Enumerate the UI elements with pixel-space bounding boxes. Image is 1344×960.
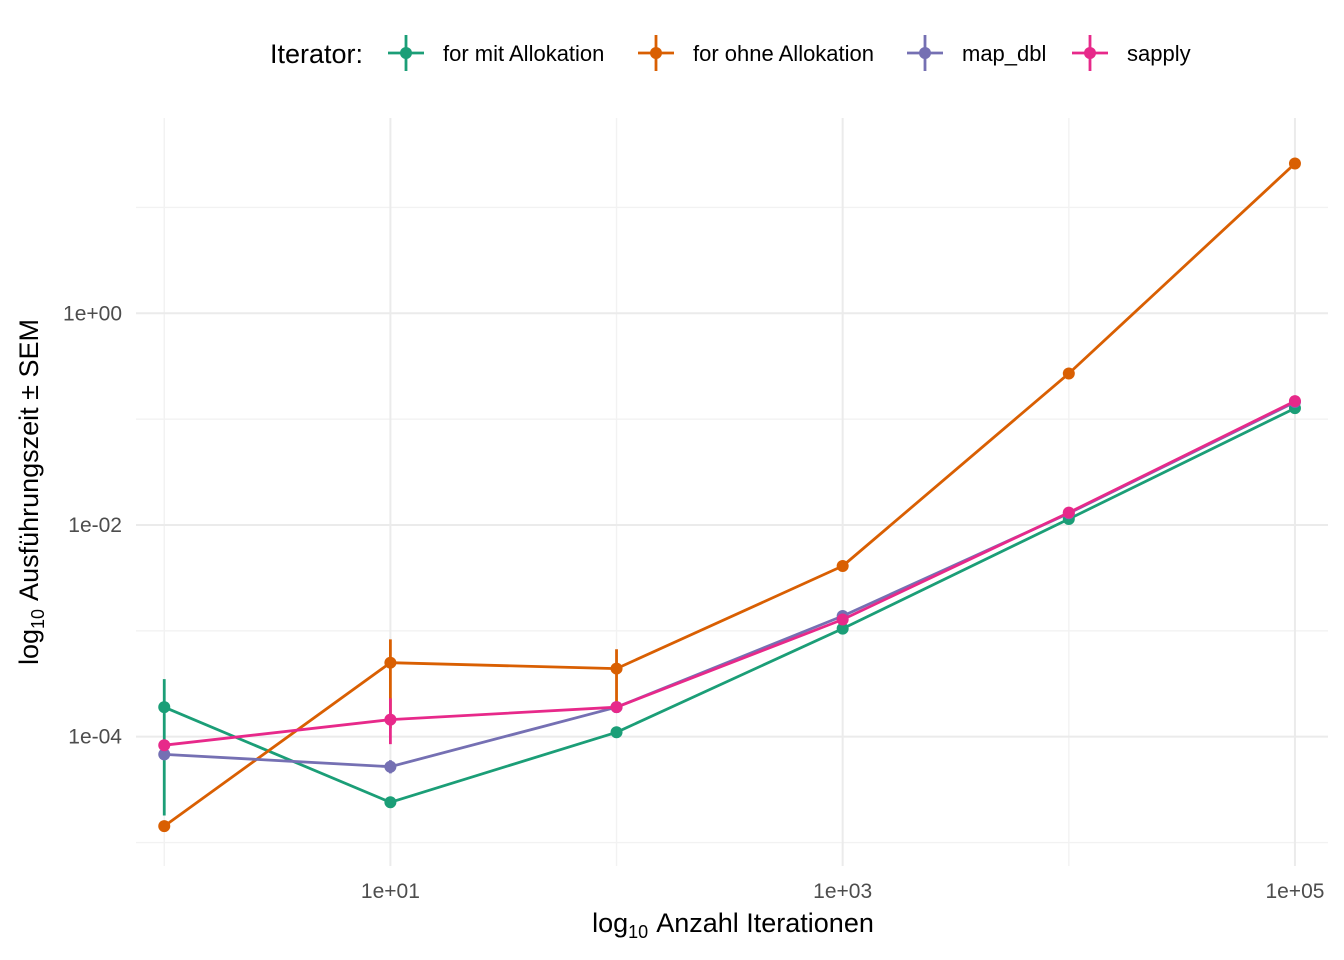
- series-map-dbl: [158, 396, 1301, 774]
- x-tick-label: 1e+01: [361, 880, 420, 903]
- series-line: [164, 399, 1296, 747]
- y-axis-title: log10Ausführungszeit ± SEM: [14, 319, 48, 665]
- x-tick-label: 1e+03: [813, 880, 872, 903]
- y-tick-label: 1e+00: [63, 302, 122, 325]
- data-point: [158, 820, 171, 833]
- series-sapply: [158, 395, 1301, 752]
- legend-item-for-ohne-allokation: for ohne Allokation: [638, 35, 874, 71]
- data-point: [836, 622, 849, 635]
- data-point: [610, 726, 623, 739]
- data-point: [158, 739, 171, 752]
- data-point: [1288, 157, 1301, 170]
- grid: [136, 118, 1328, 866]
- data-point: [158, 748, 171, 761]
- legend-item-for-mit-allokation: for mit Allokation: [388, 35, 604, 71]
- x-axis-title: log10 Anzahl Iterationen: [592, 908, 874, 942]
- data-point: [836, 613, 849, 626]
- y-tick-label: 1e-04: [68, 726, 122, 749]
- legend-key-point: [1084, 47, 1096, 59]
- series-for-ohne-allokation: [158, 157, 1301, 833]
- y-tick-label: 1e-02: [68, 514, 122, 537]
- series-line: [163, 162, 1296, 828]
- x-tick-label: 1e+05: [1265, 880, 1324, 903]
- legend-label: for ohne Allokation: [693, 41, 874, 66]
- legend: Iterator: for mit Allokation for ohne Allo…: [270, 35, 1191, 71]
- legend-label: for mit Allokation: [443, 41, 604, 66]
- legend-key-point: [650, 47, 662, 59]
- series-line: [163, 406, 1296, 804]
- tick-labels: 1e-04 1e-02 1e+00 1e+01 1e+03 1e+05: [63, 302, 1324, 903]
- data-point: [384, 713, 397, 726]
- legend-title: Iterator:: [270, 39, 363, 69]
- data-point: [610, 701, 623, 714]
- legend-item-map-dbl: map_dbl: [907, 35, 1046, 71]
- data-point: [1062, 506, 1075, 519]
- legend-key-point: [919, 47, 931, 59]
- series-group: [158, 157, 1301, 833]
- data-point: [836, 559, 849, 572]
- data-point: [384, 796, 397, 809]
- data-point: [1062, 367, 1075, 380]
- series-for-mit-allokation: [158, 402, 1301, 816]
- data-point: [1288, 395, 1301, 408]
- legend-label: sapply: [1127, 41, 1191, 66]
- data-point: [158, 701, 171, 714]
- series-line: [164, 400, 1296, 769]
- data-point: [610, 662, 623, 675]
- data-point: [384, 656, 397, 669]
- data-point: [384, 760, 397, 773]
- legend-key-point: [400, 47, 412, 59]
- legend-item-sapply: sapply: [1072, 35, 1191, 71]
- legend-label: map_dbl: [962, 41, 1046, 66]
